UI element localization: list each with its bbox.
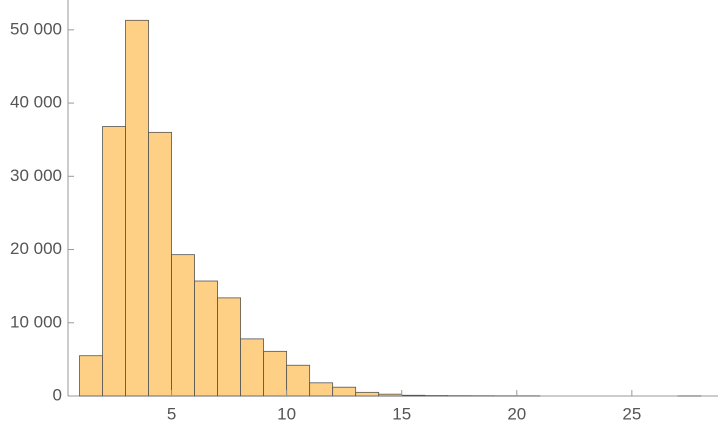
bar: [355, 391, 380, 397]
bar: [217, 297, 242, 397]
bar: [378, 393, 403, 397]
x-tick-label: 5: [167, 404, 176, 423]
bar: [102, 126, 126, 397]
bar: [401, 394, 426, 397]
x-tick-label: 25: [622, 404, 641, 423]
x-tick-label: 15: [392, 404, 411, 423]
bar: [332, 386, 357, 397]
y-tick-label: 20 000: [10, 239, 62, 258]
bar: [240, 338, 265, 397]
bar: [79, 355, 103, 397]
y-tick-label: 30 000: [10, 166, 62, 185]
x-tick-label: 20: [507, 404, 526, 423]
x-tick-label: 10: [277, 404, 296, 423]
bar: [171, 254, 195, 397]
y-tick-label: 40 000: [10, 93, 62, 112]
bar: [263, 350, 288, 397]
bar: [125, 19, 149, 397]
y-tick-label: 10 000: [10, 312, 62, 331]
bar: [309, 382, 334, 397]
bar: [194, 280, 218, 397]
y-tick-label: 0: [53, 385, 62, 404]
bar: [286, 364, 311, 397]
bar: [148, 131, 172, 397]
y-tick-label: 50 000: [10, 19, 62, 38]
